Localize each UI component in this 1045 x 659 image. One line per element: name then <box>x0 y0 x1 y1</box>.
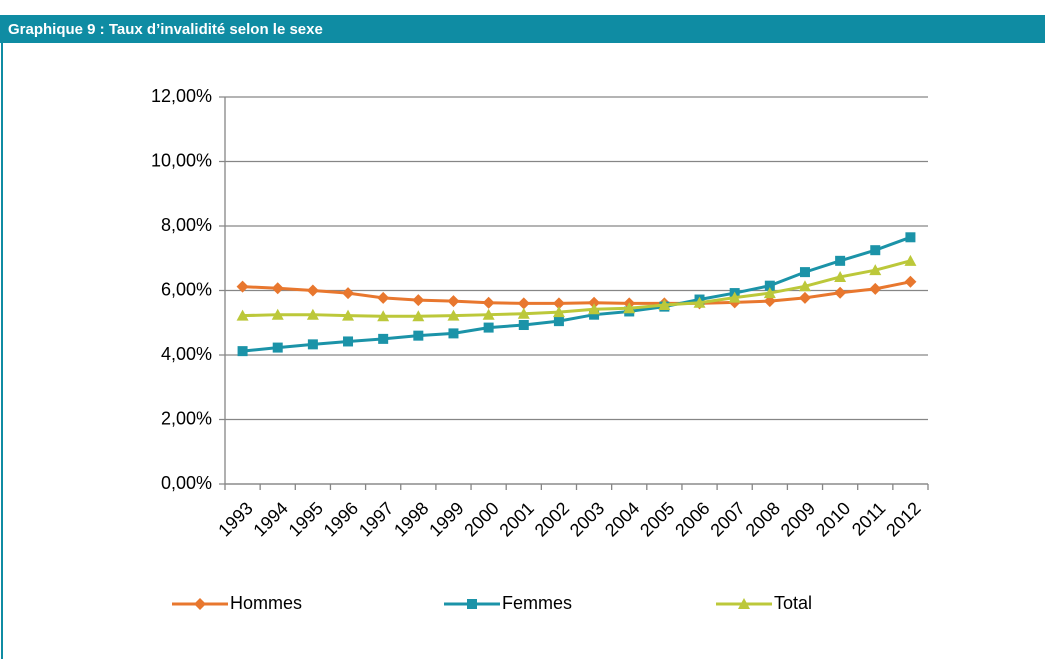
marker <box>194 598 206 610</box>
marker <box>552 306 565 318</box>
series-line <box>242 259 911 318</box>
legend-label: Total <box>774 593 812 613</box>
marker <box>236 309 249 321</box>
marker <box>306 308 319 320</box>
y-tick-label: 4,00% <box>161 344 212 364</box>
header-bar <box>0 15 1045 43</box>
marker <box>447 309 460 321</box>
y-tick-label: 6,00% <box>161 279 212 299</box>
marker <box>904 275 917 288</box>
marker <box>377 310 390 322</box>
marker <box>517 297 530 310</box>
marker <box>623 302 636 314</box>
marker <box>271 282 284 295</box>
marker <box>482 308 495 320</box>
marker <box>467 599 477 609</box>
marker <box>834 270 847 282</box>
marker <box>271 308 284 320</box>
chart-title: Graphique 9 : Taux d’invalidité selon le… <box>8 21 323 38</box>
marker <box>482 296 495 309</box>
marker <box>728 291 741 303</box>
marker <box>377 291 390 304</box>
marker <box>306 284 319 297</box>
marker <box>764 280 775 291</box>
marker <box>412 310 425 322</box>
marker <box>588 303 601 315</box>
marker <box>236 280 249 293</box>
marker <box>834 286 847 299</box>
marker <box>307 339 318 350</box>
marker <box>553 316 564 327</box>
marker <box>517 307 530 319</box>
marker <box>738 598 750 609</box>
marker <box>905 232 916 243</box>
legend-label: Femmes <box>502 593 572 613</box>
series-line <box>242 280 911 305</box>
marker <box>869 264 882 276</box>
series-line <box>242 235 911 353</box>
marker <box>518 320 529 331</box>
marker <box>658 299 671 311</box>
marker <box>763 295 776 308</box>
y-tick-label: 8,00% <box>161 215 212 235</box>
marker <box>413 330 424 341</box>
marker <box>447 295 460 308</box>
marker <box>342 309 355 321</box>
marker <box>798 291 811 304</box>
marker <box>763 287 776 299</box>
marker <box>835 255 846 266</box>
marker <box>869 282 882 295</box>
marker <box>798 280 811 292</box>
y-tick-label: 0,00% <box>161 473 212 493</box>
y-tick-label: 10,00% <box>151 150 212 170</box>
marker <box>799 267 810 278</box>
y-tick-label: 2,00% <box>161 408 212 428</box>
marker <box>483 322 494 333</box>
marker <box>589 309 600 320</box>
marker <box>342 287 355 300</box>
marker <box>693 296 706 308</box>
marker <box>237 346 248 357</box>
marker <box>378 333 389 344</box>
marker <box>343 336 354 347</box>
marker <box>870 245 881 256</box>
marker <box>552 297 565 310</box>
marker <box>272 342 283 353</box>
marker <box>412 294 425 307</box>
y-tick-label: 12,00% <box>151 86 212 106</box>
marker <box>448 328 459 339</box>
legend-label: Hommes <box>230 593 302 613</box>
marker <box>588 296 601 309</box>
marker <box>904 254 917 266</box>
